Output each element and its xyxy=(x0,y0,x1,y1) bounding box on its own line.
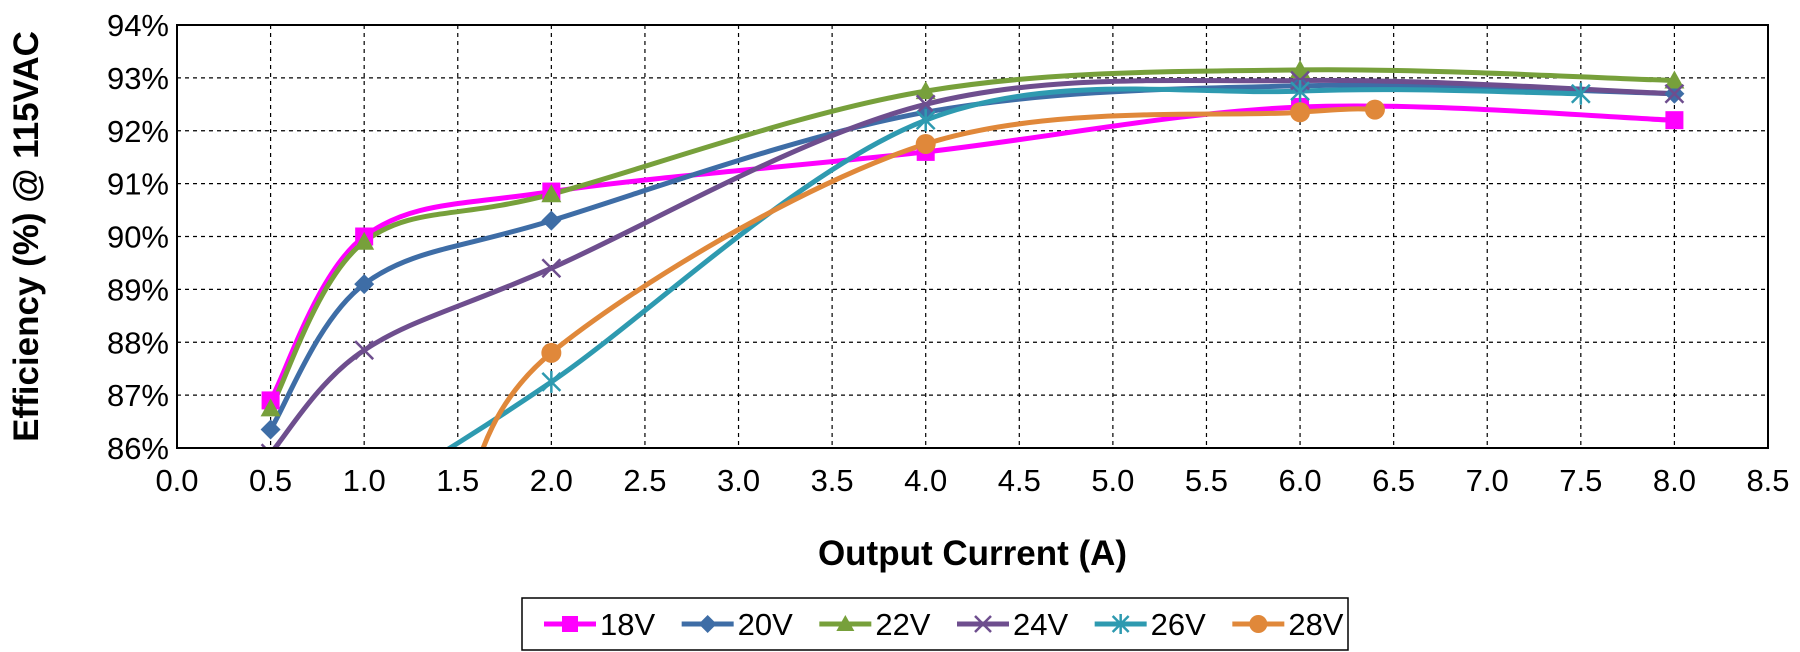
data-point-18V xyxy=(1665,111,1684,130)
x-tick-label: 6.0 xyxy=(1279,463,1322,498)
data-point-26V xyxy=(541,370,562,393)
legend: 18V 20V 22V 24V 26V 28V xyxy=(521,597,1349,651)
legend-label: 18V xyxy=(600,607,655,642)
data-point-22V xyxy=(915,81,936,100)
plot-area-frame xyxy=(176,24,1769,449)
x-tick-label: 0.5 xyxy=(249,463,292,498)
x-tick-label: 1.0 xyxy=(343,463,386,498)
data-point-26V xyxy=(1570,82,1591,105)
legend-label: 24V xyxy=(1013,607,1068,642)
series-line-24V xyxy=(271,77,1677,448)
series-line-18V xyxy=(268,103,1677,403)
legend-item-18V: 18V xyxy=(544,607,655,642)
data-point-28V xyxy=(915,133,936,154)
legend-marker xyxy=(562,616,578,632)
x-tick-label: 3.5 xyxy=(811,463,854,498)
series-lines xyxy=(268,67,1677,448)
data-point-26V xyxy=(1290,80,1310,103)
x-tick-label: 7.0 xyxy=(1466,463,1509,498)
x-tick-label: 8.0 xyxy=(1653,463,1696,498)
y-tick-label: 93% xyxy=(107,61,169,96)
series-markers xyxy=(260,59,1685,537)
x-tick-label: 1.5 xyxy=(436,463,479,498)
y-axis-title: Efficiency (%) @ 115VAC xyxy=(7,31,46,442)
data-point-24V xyxy=(541,258,562,279)
data-point-22V xyxy=(260,398,281,417)
legend-label: 22V xyxy=(875,607,930,642)
legend-item-28V: 28V xyxy=(1232,607,1344,642)
x-axis-title: Output Current (A) xyxy=(818,534,1127,573)
x-tick-label: 6.5 xyxy=(1372,463,1415,498)
legend-label: 28V xyxy=(1288,607,1343,642)
x-tick-label: 2.0 xyxy=(530,463,573,498)
legend-item-24V: 24V xyxy=(957,607,1068,642)
legend-box xyxy=(521,597,1349,651)
legend-label: 20V xyxy=(738,607,793,642)
data-point-28V xyxy=(448,517,468,537)
legend-item-22V: 22V xyxy=(819,607,931,642)
data-point-28V xyxy=(1364,99,1385,120)
data-point-24V xyxy=(915,94,936,115)
data-point-24V xyxy=(260,443,281,448)
data-point-24V xyxy=(354,340,375,361)
x-tick-label: 0.0 xyxy=(155,463,198,498)
x-tick-label: 8.5 xyxy=(1746,463,1789,498)
legend-marker xyxy=(974,615,992,633)
legend-item-20V: 20V xyxy=(681,607,793,642)
data-point-26V xyxy=(915,109,936,132)
data-point-20V xyxy=(354,274,375,295)
data-point-22V xyxy=(1290,59,1311,78)
y-tick-label: 90% xyxy=(107,220,169,255)
data-point-22V xyxy=(354,231,375,250)
x-tick-label: 5.5 xyxy=(1185,463,1228,498)
x-tick-label: 7.5 xyxy=(1559,463,1602,498)
x-tick-label: 2.5 xyxy=(623,463,666,498)
tick-labels: 0.0 0.5 1.0 1.5 2.0 2.5 3.0 3.5 4.0 4.5 5.0 5.5 6.0 6… xyxy=(107,8,1790,498)
legend-label: 26V xyxy=(1151,607,1206,642)
legend-item-26V: 26V xyxy=(1094,607,1206,642)
y-tick-label: 86% xyxy=(107,431,169,466)
data-point-28V xyxy=(1290,102,1311,123)
data-point-24V xyxy=(1664,83,1685,104)
data-point-22V xyxy=(541,184,562,203)
data-point-20V xyxy=(541,210,562,231)
x-tick-label: 5.0 xyxy=(1091,463,1134,498)
grid xyxy=(177,25,1768,448)
legend-marker xyxy=(698,615,717,633)
y-tick-label: 92% xyxy=(107,114,169,149)
data-point-20V xyxy=(260,419,281,440)
y-tick-label: 91% xyxy=(107,167,169,202)
legend-marker xyxy=(1249,615,1268,633)
data-point-22V xyxy=(1664,70,1685,89)
x-tick-label: 4.5 xyxy=(998,463,1041,498)
y-tick-label: 88% xyxy=(107,325,169,360)
y-tick-label: 94% xyxy=(107,8,169,43)
x-tick-label: 3.0 xyxy=(717,463,760,498)
y-tick-label: 89% xyxy=(107,272,169,307)
x-tick-label: 4.0 xyxy=(904,463,947,498)
legend-marker xyxy=(1111,614,1130,634)
series-line-26V xyxy=(445,86,1584,448)
y-tick-label: 87% xyxy=(107,378,169,413)
legend-marker xyxy=(836,615,855,631)
data-point-28V xyxy=(541,342,562,363)
series-line-20V xyxy=(268,82,1677,432)
